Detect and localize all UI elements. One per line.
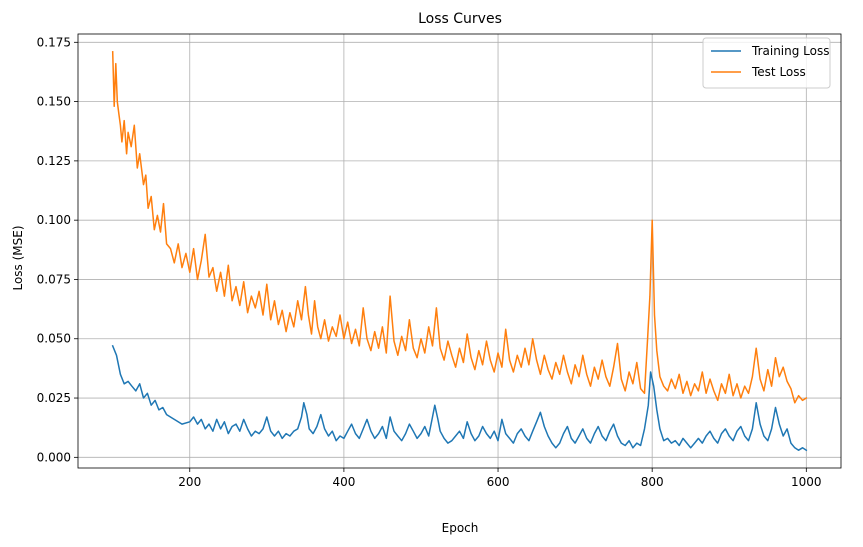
series-line-test-loss (111, 51, 808, 404)
axis-ticks: 200 400 600 800 1000 0.000 0.025 0.050 0.075 0.10… (37, 35, 822, 489)
y-tick-label: 0.125 (37, 154, 71, 168)
y-tick-label: 0.175 (37, 35, 71, 49)
y-tick-label: 0.000 (37, 450, 71, 464)
x-tick-label: 200 (178, 475, 201, 489)
grid (78, 34, 841, 468)
y-tick-label: 0.025 (37, 391, 71, 405)
x-tick-label: 800 (641, 475, 664, 489)
series-line-training-loss (111, 344, 808, 452)
y-tick-label: 0.150 (37, 95, 71, 109)
y-tick-label: 0.075 (37, 272, 71, 286)
legend: Training Loss Test Loss (702, 37, 831, 89)
series-lines (111, 51, 808, 452)
chart-title: Loss Curves (418, 11, 502, 27)
y-tick-label: 0.100 (37, 213, 71, 227)
x-tick-label: 600 (487, 475, 510, 489)
axes-frame (77, 33, 842, 469)
y-tick-label: 0.050 (37, 332, 71, 346)
y-axis-label: Loss (MSE) (11, 225, 25, 290)
legend-label-test-loss: Test Loss (751, 65, 806, 79)
legend-label-training-loss: Training Loss (751, 44, 829, 58)
x-tick-label: 400 (332, 475, 355, 489)
x-tick-label: 1000 (791, 475, 822, 489)
x-axis-label: Epoch (442, 521, 479, 535)
